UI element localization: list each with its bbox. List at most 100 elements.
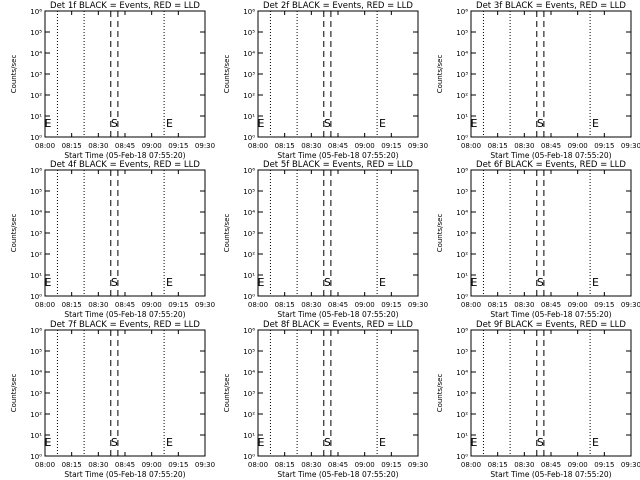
y-tick-label: 10⁶	[243, 327, 255, 335]
x-tick-label: 09:00	[142, 301, 162, 309]
x-tick-label: 09:00	[568, 301, 588, 309]
x-tick-label: 08:45	[328, 301, 348, 309]
x-tick-label: 08:45	[115, 142, 135, 150]
plot-frame	[470, 329, 632, 457]
detector-panel: Det 6f BLACK = Events, RED = LLD 08:00 08:…	[436, 160, 640, 319]
x-tick-label: 08:00	[461, 142, 481, 150]
marker-e: E	[379, 276, 386, 289]
y-tick-label: 10³	[243, 390, 255, 398]
marker-e: E	[471, 436, 478, 449]
y-tick-label: 10⁶	[243, 8, 255, 16]
x-tick-label: 08:45	[541, 461, 561, 469]
x-tick-label: 09:30	[621, 301, 640, 309]
x-tick-label: 08:00	[248, 461, 268, 469]
y-tick-label: 10⁰	[243, 453, 255, 461]
x-tick-label: 09:15	[168, 142, 188, 150]
y-tick-label: 10³	[243, 71, 255, 79]
x-tick-label: 09:00	[568, 461, 588, 469]
x-tick-label: 08:00	[35, 142, 55, 150]
marker-e: E	[592, 276, 599, 289]
detector-panel: Det 1f BLACK = Events, RED = LLD 08:00 08:…	[10, 1, 215, 160]
y-tick-label: 10⁰	[243, 134, 255, 142]
x-tick-label: 09:30	[195, 301, 215, 309]
x-tick-label: 08:30	[514, 301, 534, 309]
panel-title: Det 3f BLACK = Events, RED = LLD	[476, 1, 626, 11]
detector-panel: Det 5f BLACK = Events, RED = LLD 08:00 08:…	[223, 160, 428, 319]
x-tick-label: 09:15	[381, 301, 401, 309]
marker-s: S	[537, 276, 544, 289]
marker-s: S	[111, 276, 118, 289]
x-axis-label: Start Time (05-Feb-18 07:55:20)	[64, 151, 185, 160]
x-tick-label: 09:15	[168, 301, 188, 309]
x-tick-label: 08:15	[275, 301, 295, 309]
detector-panel: Det 3f BLACK = Events, RED = LLD 08:00 08:…	[436, 1, 640, 160]
x-tick-label: 08:15	[275, 461, 295, 469]
y-tick-label: 10³	[30, 230, 42, 238]
y-tick-label: 10²	[456, 251, 468, 259]
x-tick-label: 08:45	[328, 461, 348, 469]
x-tick-label: 08:45	[328, 142, 348, 150]
y-tick-label: 10⁰	[456, 134, 468, 142]
x-axis-label: Start Time (05-Feb-18 07:55:20)	[277, 470, 398, 479]
panel-title: Det 9f BLACK = Events, RED = LLD	[476, 320, 626, 330]
marker-s: S	[324, 276, 331, 289]
x-tick-label: 09:00	[568, 142, 588, 150]
y-tick-label: 10¹	[243, 113, 255, 121]
y-tick-label: 10⁵	[456, 348, 468, 356]
y-tick-label: 10¹	[456, 113, 468, 121]
y-tick-label: 10⁰	[30, 293, 42, 301]
marker-s: S	[537, 436, 544, 449]
marker-s: S	[111, 117, 118, 130]
plot-frame	[257, 10, 419, 138]
marker-e: E	[45, 276, 52, 289]
x-tick-label: 08:15	[488, 301, 508, 309]
x-axis-label: Start Time (05-Feb-18 07:55:20)	[277, 151, 398, 160]
x-tick-label: 08:30	[88, 142, 108, 150]
y-tick-label: 10¹	[456, 272, 468, 280]
x-tick-label: 08:45	[541, 142, 561, 150]
x-tick-label: 08:30	[301, 461, 321, 469]
x-tick-label: 09:15	[594, 301, 614, 309]
y-tick-label: 10¹	[30, 272, 42, 280]
marker-e: E	[471, 117, 478, 130]
y-tick-label: 10⁴	[456, 50, 468, 58]
y-tick-label: 10⁶	[456, 167, 468, 175]
y-tick-label: 10⁶	[456, 8, 468, 16]
marker-e: E	[258, 117, 265, 130]
x-tick-label: 09:00	[355, 461, 375, 469]
x-tick-label: 09:15	[168, 461, 188, 469]
y-tick-label: 10³	[456, 230, 468, 238]
marker-e: E	[45, 117, 52, 130]
panel-title: Det 2f BLACK = Events, RED = LLD	[263, 1, 413, 11]
marker-e: E	[166, 117, 173, 130]
x-tick-label: 08:30	[88, 301, 108, 309]
x-axis-label: Start Time (05-Feb-18 07:55:20)	[64, 470, 185, 479]
x-tick-label: 08:00	[248, 301, 268, 309]
y-axis-label: Counts/sec	[436, 55, 444, 94]
y-tick-label: 10⁴	[243, 369, 255, 377]
detector-panel: Det 8f BLACK = Events, RED = LLD 08:00 08:…	[223, 320, 428, 479]
x-tick-label: 09:30	[408, 301, 428, 309]
panel-title: Det 7f BLACK = Events, RED = LLD	[50, 320, 200, 330]
y-tick-label: 10³	[456, 71, 468, 79]
y-axis-label: Counts/sec	[436, 214, 444, 253]
y-tick-label: 10⁶	[30, 327, 42, 335]
x-tick-label: 09:30	[195, 142, 215, 150]
y-axis-label: Counts/sec	[10, 374, 18, 413]
x-tick-label: 09:15	[594, 461, 614, 469]
y-tick-label: 10⁴	[243, 209, 255, 217]
y-tick-label: 10²	[30, 92, 42, 100]
x-tick-label: 08:00	[461, 301, 481, 309]
x-tick-label: 08:15	[62, 301, 82, 309]
x-tick-label: 08:00	[35, 301, 55, 309]
y-tick-label: 10²	[456, 92, 468, 100]
x-tick-label: 08:15	[62, 461, 82, 469]
x-tick-label: 08:00	[461, 461, 481, 469]
marker-e: E	[379, 117, 386, 130]
y-tick-label: 10³	[456, 390, 468, 398]
x-tick-label: 09:00	[355, 142, 375, 150]
plot-frame	[470, 10, 632, 138]
plot-frame	[257, 329, 419, 457]
marker-e: E	[258, 436, 265, 449]
